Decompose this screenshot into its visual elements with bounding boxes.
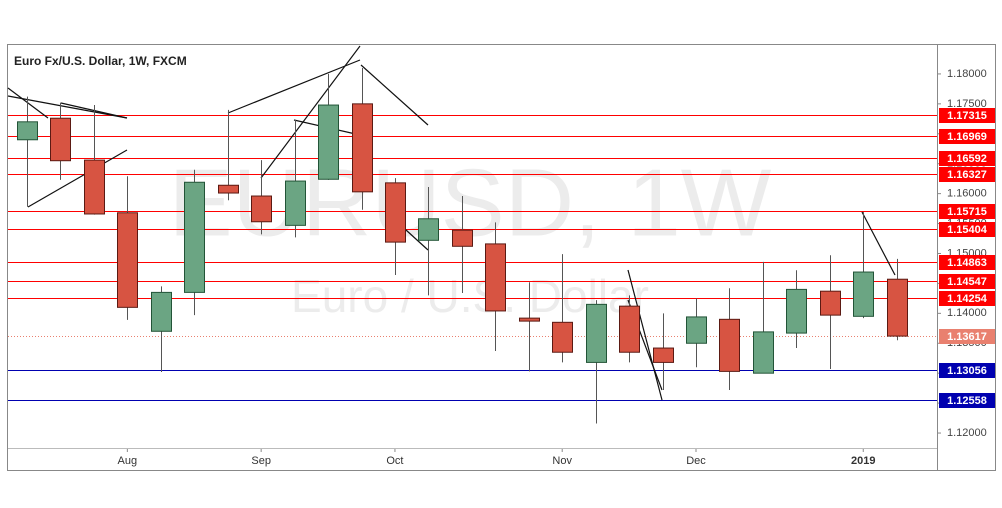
level-label: 1.14863	[947, 257, 987, 269]
level-label: 1.13056	[947, 365, 987, 377]
candle-body	[117, 212, 138, 308]
candle-body	[17, 121, 38, 141]
level-label: 1.12558	[947, 395, 987, 407]
y-tick-label: 1.14000	[947, 307, 987, 319]
y-tick-label: 1.18000	[947, 68, 987, 80]
level-label-box	[939, 151, 995, 166]
level-label-box	[939, 222, 995, 237]
candle-body	[686, 316, 707, 344]
candle-body	[519, 317, 540, 322]
x-tick-label: Dec	[686, 455, 706, 467]
level-label: 1.15715	[947, 206, 987, 218]
candle-body	[485, 243, 506, 312]
level-label-box	[939, 393, 995, 408]
candle-body	[452, 229, 473, 247]
x-tick-label: Aug	[118, 455, 138, 467]
candle-body	[418, 218, 439, 241]
x-tick-label: Oct	[386, 455, 403, 467]
chart-title: Euro Fx/U.S. Dollar, 1W, FXCM	[14, 54, 187, 68]
level-label: 1.15404	[947, 224, 988, 236]
level-label-box	[939, 255, 995, 270]
candle-body	[184, 181, 205, 293]
price-axis: 1.120001.125001.130001.135001.140001.145…	[937, 68, 995, 439]
candle-body	[251, 195, 272, 223]
y-tick-label: 1.16000	[947, 188, 987, 200]
candle-body	[385, 182, 406, 243]
candle-body	[853, 271, 874, 317]
candle-body	[318, 104, 339, 180]
candle-body	[352, 103, 373, 193]
grid: Aug Sep Oct Nov Dec 2019	[118, 448, 875, 467]
level-label: 1.17315	[947, 110, 987, 122]
candle-body	[586, 303, 607, 363]
candle-body	[552, 321, 573, 353]
level-label: 1.13617	[947, 331, 987, 343]
level-label: 1.16327	[947, 169, 987, 181]
trend-line	[260, 45, 361, 179]
level-label: 1.14547	[947, 276, 987, 288]
candles	[17, 67, 908, 424]
y-tick-label: 1.17500	[947, 98, 987, 110]
level-label-box	[939, 204, 995, 219]
level-label: 1.16969	[947, 131, 987, 143]
candle-body	[285, 180, 306, 226]
trend-line	[360, 64, 429, 126]
candle-body	[786, 288, 807, 334]
level-label-box	[939, 291, 995, 306]
level-label-box	[939, 363, 995, 378]
x-tick-label: Nov	[552, 455, 572, 467]
trend-line	[27, 149, 128, 208]
trend-line	[861, 211, 896, 276]
candle-body	[753, 331, 774, 374]
level-label-box	[939, 329, 995, 344]
y-tick-label: 1.12000	[947, 427, 987, 439]
candle-body	[719, 318, 740, 372]
candle-body	[151, 291, 172, 332]
level-label-box	[939, 108, 995, 123]
candle-body	[820, 290, 841, 316]
x-tick-label: Sep	[251, 455, 271, 467]
level-label-box	[939, 129, 995, 144]
candle-body	[887, 278, 908, 337]
level-label-box	[939, 274, 995, 289]
level-label: 1.14254	[947, 293, 988, 305]
trend-line	[227, 59, 361, 114]
candle-body	[218, 184, 239, 194]
levels	[8, 115, 937, 401]
candle-body	[50, 117, 71, 162]
x-tick-label: 2019	[851, 455, 875, 467]
trend-line	[627, 269, 663, 401]
level-label-box	[939, 167, 995, 182]
candle-body	[619, 305, 640, 353]
candle-body	[653, 347, 674, 363]
level-label: 1.16592	[947, 153, 987, 165]
candle-body	[84, 159, 105, 215]
